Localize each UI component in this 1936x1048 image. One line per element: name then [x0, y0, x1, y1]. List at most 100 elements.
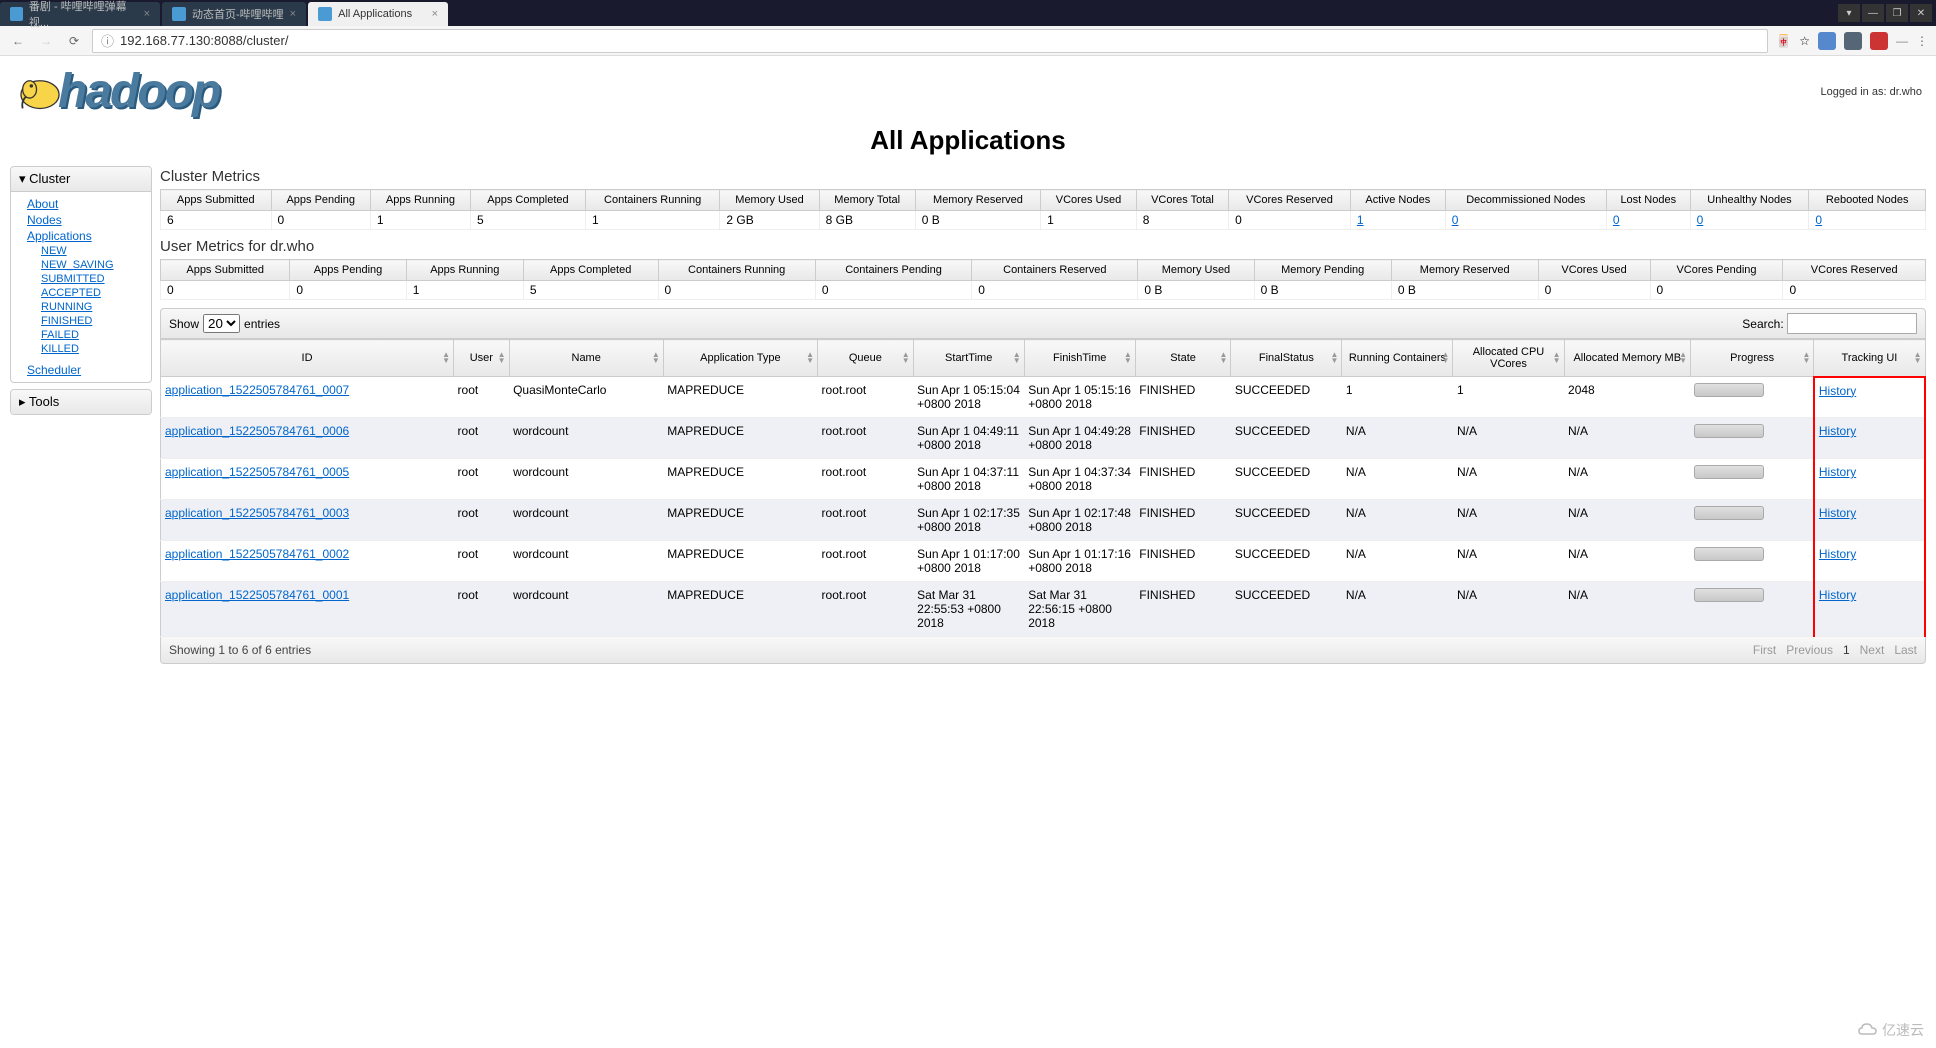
table-cell: SUCCEEDED — [1231, 582, 1342, 637]
table-cell: Sat Mar 31 22:56:15 +0800 2018 — [1024, 582, 1135, 637]
back-button[interactable]: ← — [8, 31, 28, 51]
tab-close-icon[interactable]: × — [290, 8, 296, 20]
cm-link[interactable]: 0 — [1613, 213, 1620, 227]
ext-icon-3[interactable] — [1870, 32, 1888, 50]
um-header: VCores Pending — [1650, 260, 1783, 281]
table-cell: root — [454, 541, 510, 582]
sidebar-sublink-running[interactable]: RUNNING — [41, 300, 151, 314]
forward-button[interactable]: → — [36, 31, 56, 51]
cm-link[interactable]: 1 — [1357, 213, 1364, 227]
table-cell: History — [1814, 377, 1925, 418]
sidebar-cluster-header[interactable]: ▾ Cluster — [11, 167, 151, 192]
browser-tab[interactable]: 番剧 - 哔哩哔哩弹幕视...× — [0, 2, 160, 26]
table-cell: FINISHED — [1135, 582, 1231, 637]
bookmark-icon[interactable]: ☆ — [1799, 34, 1810, 48]
sidebar-sublink-finished[interactable]: FINISHED — [41, 314, 151, 328]
pagination-next[interactable]: Next — [1860, 643, 1885, 657]
apps-header[interactable]: State▲▼ — [1135, 340, 1231, 377]
table-cell: application_1522505784761_0006 — [161, 418, 454, 459]
browser-tab[interactable]: 动态首页-哔哩哔哩× — [162, 2, 306, 26]
apps-header[interactable]: Application Type▲▼ — [663, 340, 817, 377]
translate-icon[interactable]: 🀄 — [1776, 34, 1791, 48]
sidebar-sublink-new_saving[interactable]: NEW_SAVING — [41, 258, 151, 272]
menu-icon[interactable]: — — [1896, 34, 1908, 48]
apps-header[interactable]: StartTime▲▼ — [913, 340, 1024, 377]
app-id-link[interactable]: application_1522505784761_0006 — [165, 424, 349, 438]
tracking-link[interactable]: History — [1819, 506, 1856, 520]
sidebar-sublink-accepted[interactable]: ACCEPTED — [41, 286, 151, 300]
sidebar-app-states: NEWNEW_SAVINGSUBMITTEDACCEPTEDRUNNINGFIN… — [27, 244, 151, 356]
maximize-btn[interactable]: ❐ — [1886, 4, 1908, 22]
pagination-previous[interactable]: Previous — [1786, 643, 1833, 657]
tab-label: All Applications — [338, 8, 412, 20]
dropdown-btn[interactable]: ▾ — [1838, 4, 1860, 22]
search-input[interactable] — [1787, 313, 1917, 334]
apps-header[interactable]: User▲▼ — [454, 340, 510, 377]
sidebar-sublink-killed[interactable]: KILLED — [41, 342, 151, 356]
apps-header[interactable]: ID▲▼ — [161, 340, 454, 377]
ext-icon-1[interactable] — [1818, 32, 1836, 50]
apps-header[interactable]: Name▲▼ — [509, 340, 663, 377]
sidebar-sublink-submitted[interactable]: SUBMITTED — [41, 272, 151, 286]
ext-icon-2[interactable] — [1844, 32, 1862, 50]
minimize-btn[interactable]: — — [1862, 4, 1884, 22]
cm-header: Active Nodes — [1350, 190, 1445, 211]
tracking-link[interactable]: History — [1819, 424, 1856, 438]
tracking-link[interactable]: History — [1819, 588, 1856, 602]
sort-icon: ▲▼ — [1331, 352, 1339, 364]
sidebar-link-nodes[interactable]: Nodes — [27, 212, 151, 228]
apps-header[interactable]: Allocated Memory MB▲▼ — [1564, 340, 1690, 377]
cm-value: 6 — [161, 211, 272, 230]
show-select[interactable]: 20 — [203, 314, 240, 333]
apps-header[interactable]: FinishTime▲▼ — [1024, 340, 1135, 377]
sidebar-tools-header[interactable]: ▸ Tools — [11, 390, 151, 414]
app-id-link[interactable]: application_1522505784761_0005 — [165, 465, 349, 479]
pagination-first[interactable]: First — [1753, 643, 1776, 657]
app-id-link[interactable]: application_1522505784761_0003 — [165, 506, 349, 520]
apps-table: ID▲▼User▲▼Name▲▼Application Type▲▼Queue▲… — [160, 339, 1926, 637]
kebab-icon[interactable]: ⋮ — [1916, 34, 1928, 48]
cm-value: 0 — [1445, 211, 1606, 230]
apps-header[interactable]: Running Containers▲▼ — [1342, 340, 1453, 377]
table-cell — [1690, 418, 1813, 459]
pagination-last[interactable]: Last — [1894, 643, 1917, 657]
sidebar-link-applications[interactable]: Applications — [27, 228, 151, 244]
apps-header[interactable]: FinalStatus▲▼ — [1231, 340, 1342, 377]
browser-tab-bar: 番剧 - 哔哩哔哩弹幕视...×动态首页-哔哩哔哩×All Applicatio… — [0, 0, 1936, 26]
tab-close-icon[interactable]: × — [144, 8, 150, 20]
url-bar[interactable]: ⓘ 192.168.77.130:8088/cluster/ — [92, 29, 1768, 53]
sidebar-sublink-failed[interactable]: FAILED — [41, 328, 151, 342]
logo-text: hadoop — [58, 64, 219, 119]
apps-header[interactable]: Allocated CPU VCores▲▼ — [1453, 340, 1564, 377]
sort-icon: ▲▼ — [1124, 352, 1132, 364]
table-cell: SUCCEEDED — [1231, 541, 1342, 582]
apps-header[interactable]: Progress▲▼ — [1690, 340, 1813, 377]
app-id-link[interactable]: application_1522505784761_0002 — [165, 547, 349, 561]
cm-link[interactable]: 0 — [1697, 213, 1704, 227]
table-cell: N/A — [1564, 418, 1690, 459]
app-id-link[interactable]: application_1522505784761_0001 — [165, 588, 349, 602]
close-btn[interactable]: ✕ — [1910, 4, 1932, 22]
apps-header[interactable]: Tracking UI▲▼ — [1814, 340, 1925, 377]
tracking-link[interactable]: History — [1819, 384, 1856, 398]
browser-tab[interactable]: All Applications × — [308, 2, 448, 26]
apps-header[interactable]: Queue▲▼ — [818, 340, 914, 377]
sidebar-link-scheduler[interactable]: Scheduler — [27, 362, 151, 378]
tab-close-icon[interactable]: × — [432, 8, 438, 20]
app-id-link[interactable]: application_1522505784761_0007 — [165, 383, 349, 397]
table-cell: N/A — [1342, 541, 1453, 582]
cm-header: VCores Reserved — [1229, 190, 1351, 211]
tracking-link[interactable]: History — [1819, 547, 1856, 561]
cm-link[interactable]: 0 — [1815, 213, 1822, 227]
sidebar-link-about[interactable]: About — [27, 196, 151, 212]
reload-button[interactable]: ⟳ — [64, 31, 84, 51]
um-header: Apps Submitted — [161, 260, 290, 281]
tracking-link[interactable]: History — [1819, 465, 1856, 479]
sidebar-cluster-links: AboutNodesApplicationsNEWNEW_SAVINGSUBMI… — [11, 192, 151, 382]
table-cell: FINISHED — [1135, 541, 1231, 582]
table-cell: FINISHED — [1135, 500, 1231, 541]
cm-link[interactable]: 0 — [1452, 213, 1459, 227]
pagination-1[interactable]: 1 — [1843, 643, 1850, 657]
sidebar-sublink-new[interactable]: NEW — [41, 244, 151, 258]
cm-header: Apps Running — [370, 190, 470, 211]
